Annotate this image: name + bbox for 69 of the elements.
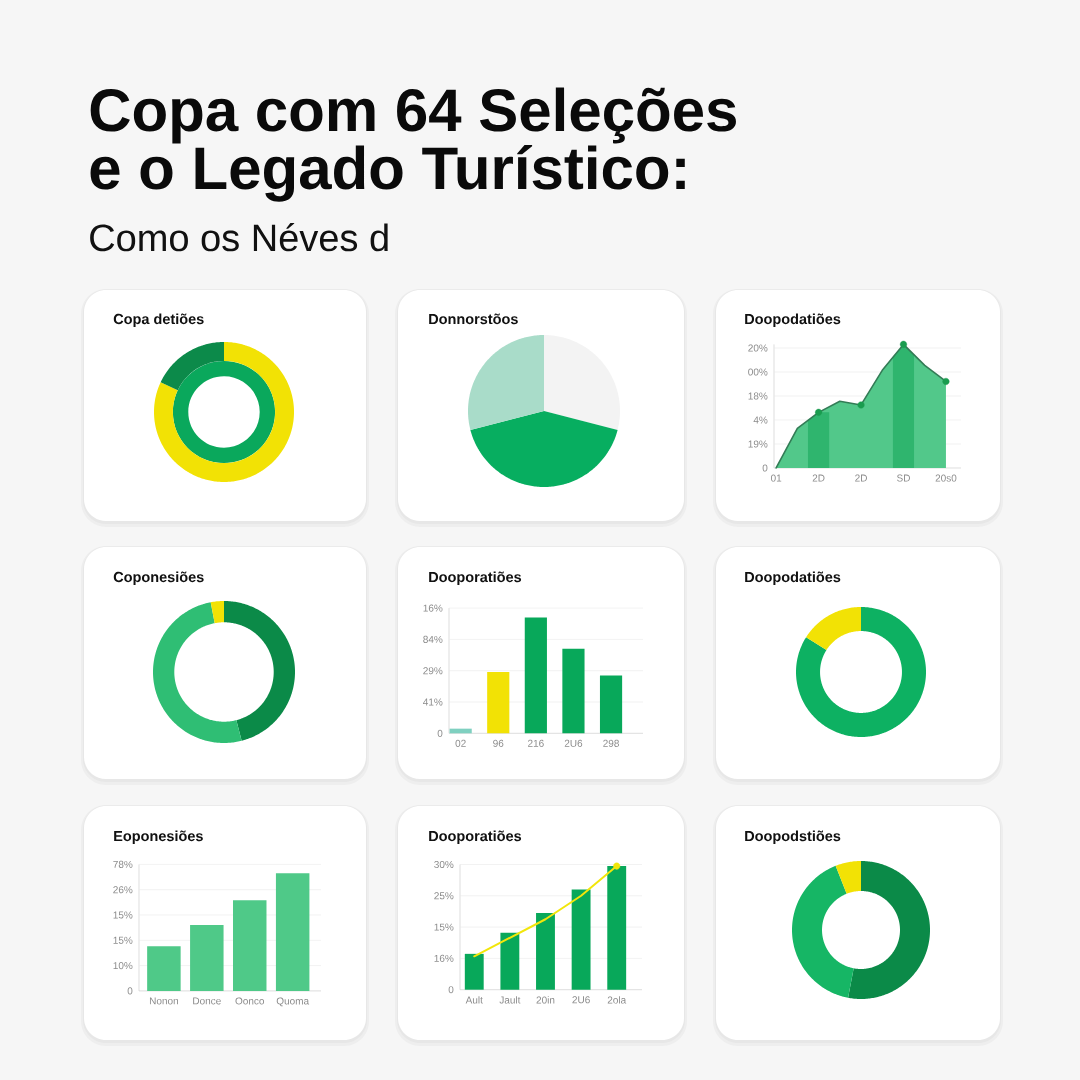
text: 16% <box>423 604 443 612</box>
x-tick-label: 2U6 <box>572 996 590 1004</box>
chart-title: Eoponesiões <box>114 830 203 845</box>
chart-title: Dooporatiões <box>429 571 522 586</box>
text: 10% <box>113 962 133 970</box>
text: 0 <box>448 986 454 994</box>
x-tick-label: 2D <box>855 474 867 482</box>
x-tick-label: 02 <box>455 739 466 747</box>
text: 00% <box>748 368 768 376</box>
bar <box>599 675 623 734</box>
bar <box>464 953 484 990</box>
chart-title: Doopodatiões <box>745 313 841 328</box>
bar <box>233 900 267 991</box>
bar <box>190 925 224 991</box>
x-tick-label: 2ola <box>607 996 627 1004</box>
x-tick-label: 2D <box>812 474 825 482</box>
text: 0 <box>437 729 443 737</box>
x-tick-label: 20s0 <box>935 474 957 482</box>
bar <box>147 946 181 991</box>
bar <box>536 913 555 990</box>
chart-title: Doopodatiões <box>745 571 841 586</box>
text: 29% <box>423 667 443 675</box>
point <box>899 340 907 348</box>
x-tick-label: 2U6 <box>564 739 583 747</box>
text: 30% <box>434 860 454 869</box>
chart-title: Coponesiões <box>113 571 204 586</box>
text: 15% <box>113 911 133 919</box>
x-tick-label: Quoma <box>276 997 310 1007</box>
x-tick-label: 96 <box>493 739 504 747</box>
text: 16% <box>434 954 454 962</box>
bar <box>524 617 547 734</box>
text: 41% <box>423 698 443 706</box>
point <box>942 377 950 385</box>
x-tick-label: 20in <box>536 996 555 1004</box>
x-tick-label: Oonco <box>235 997 265 1005</box>
text: 15% <box>113 936 133 944</box>
bar <box>571 889 591 990</box>
bar <box>607 866 627 990</box>
x-tick-label: Donce <box>193 997 221 1005</box>
bar <box>487 671 510 734</box>
x-tick-label: Jault <box>499 996 521 1004</box>
text: 0 <box>762 464 768 472</box>
text: 25% <box>434 892 454 900</box>
chart-title: Dooporatiões <box>429 830 522 845</box>
text: 18% <box>748 392 768 400</box>
bar <box>500 932 520 990</box>
bar <box>562 648 585 734</box>
text: 4% <box>753 416 768 424</box>
x-tick-label: 298 <box>603 739 619 747</box>
chart-title: Donnorstõos <box>429 313 518 325</box>
chart-title: Doopodstiões <box>745 830 841 845</box>
text: 15% <box>434 923 454 931</box>
text: 20% <box>748 344 768 352</box>
text: 84% <box>423 635 443 643</box>
x-tick-label: 01 <box>770 474 782 482</box>
text: 19% <box>748 440 768 448</box>
chart-title: Copa detiões <box>113 313 204 328</box>
text: Copa com 64 Seleções e o Legado Turístico: <box>90 87 736 202</box>
text: 26% <box>113 886 133 894</box>
x-tick-label: Nonon <box>149 997 178 1005</box>
bar <box>275 873 310 991</box>
text: Como os Néves d <box>90 223 388 252</box>
point <box>815 408 823 416</box>
x-tick-label: Ault <box>465 996 483 1004</box>
text: 78% <box>113 860 133 868</box>
x-tick-label: SD <box>897 474 910 482</box>
text: 0 <box>127 987 133 995</box>
point <box>857 401 865 409</box>
x-tick-label: 216 <box>528 739 544 747</box>
